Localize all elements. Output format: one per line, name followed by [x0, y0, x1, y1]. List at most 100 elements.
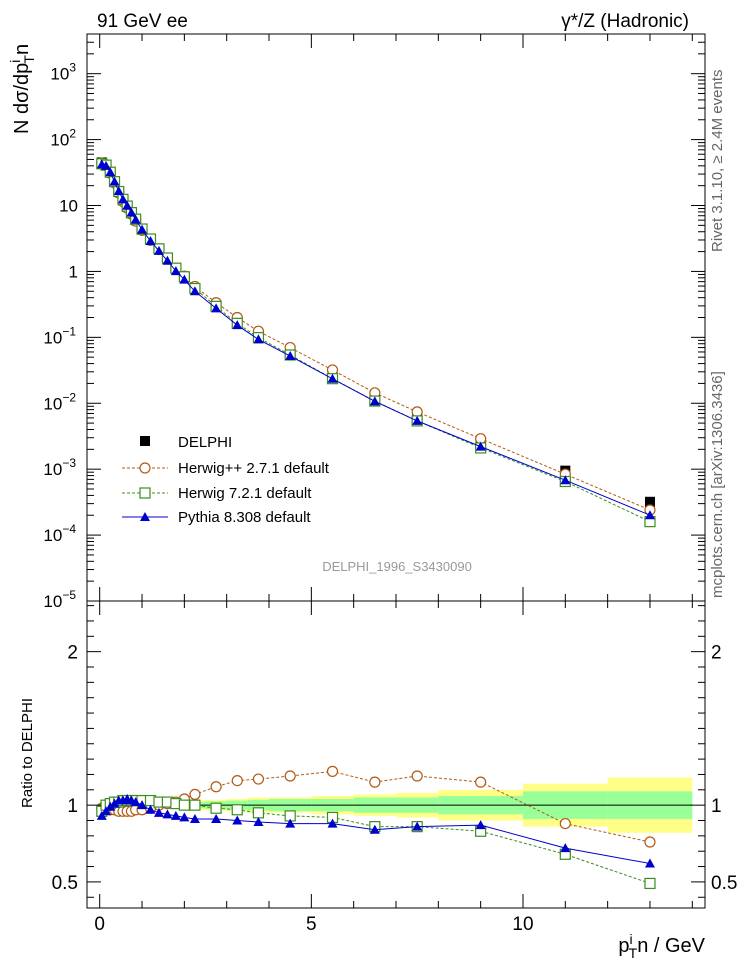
mcplots-label: mcplots.cern.ch [arXiv:1306.3436]	[709, 371, 726, 598]
ratio-panel: 0.5 0.5 1 1 2 2 0 5 10 Ratio to DELPHI pi Tn / G…	[19, 600, 737, 961]
ratio-point-herwigpp	[231, 774, 243, 787]
ratio-point-pythia	[130, 797, 141, 807]
main-y-tick-label: 103	[50, 61, 76, 84]
point-pythia	[153, 245, 164, 255]
point-pythia	[644, 510, 655, 520]
ratio-y-ticks: 0.5 0.5 1 1 2 2	[52, 605, 737, 898]
ratio-point-pythia	[369, 824, 380, 834]
point-pythia	[285, 351, 296, 361]
watermark: DELPHI_1996_S3430090	[322, 559, 472, 574]
point-pythia	[130, 214, 141, 224]
ratio-point-pythia	[109, 798, 120, 808]
main-y-tick-base: 10	[43, 526, 62, 545]
ratio-point-herwigpp	[284, 770, 296, 782]
point-pythia	[412, 415, 423, 425]
legend: DELPHI Herwig++ 2.7.1 default Herwig 7.2…	[122, 434, 330, 526]
x-axis-label-tail: n / GeV	[637, 935, 705, 957]
ratio-point-herwig7	[178, 799, 190, 811]
x-axis-label-sub: T	[629, 945, 638, 961]
ratio-point-pythia	[101, 806, 112, 816]
ratio-point-herwig7	[189, 799, 201, 811]
ratio-y-tick-label: 0.5	[52, 873, 78, 894]
point-pythia	[179, 274, 190, 284]
ratio-point-herwig7	[231, 804, 243, 816]
ratio-point-herwigpp	[411, 770, 423, 782]
point-pythia	[369, 396, 380, 406]
main-y-tick-label: 1	[69, 262, 78, 281]
ratio-point-pythia	[162, 809, 173, 819]
legend-marker-herwigpp	[139, 462, 151, 474]
point-pythia	[113, 186, 124, 196]
ratio-point-herwig7	[210, 802, 222, 814]
point-pythia	[475, 441, 486, 451]
main-y-tick-exp: 2	[69, 127, 76, 141]
ratio-point-pythia	[285, 818, 296, 828]
plot-title-right: γ*/Z (Hadronic)	[561, 11, 689, 32]
main-y-tick-label: 10−5	[43, 588, 76, 611]
point-pythia	[232, 320, 243, 330]
series-delphi	[96, 157, 655, 507]
x-axis-label-base: p	[618, 935, 629, 957]
main-series	[96, 157, 656, 528]
point-pythia	[145, 235, 156, 245]
main-y-tick-exp: −5	[62, 588, 76, 602]
main-y-tick-base: 10	[59, 197, 78, 216]
main-y-axis-label-sub: T	[21, 55, 37, 64]
ratio-point-pythia	[105, 801, 116, 811]
main-y-tick-label: 102	[50, 127, 76, 150]
ratio-frame	[86, 600, 706, 909]
ratio-y-tick-label: 2	[67, 643, 78, 664]
point-pythia	[105, 167, 116, 177]
ratio-y-tick-label-right: 0.5	[711, 873, 737, 894]
ratio-point-pythia	[145, 804, 156, 814]
point-pythia	[109, 176, 120, 186]
x-tick-label: 5	[306, 914, 317, 935]
legend-entry-pythia: Pythia 8.308 default	[122, 509, 311, 526]
point-pythia	[101, 160, 112, 170]
main-y-tick-label: 10−3	[43, 456, 76, 479]
ratio-point-pythia	[189, 813, 200, 823]
ratio-y-tick-label-right: 2	[711, 643, 722, 664]
ratio-point-herwigpp	[644, 836, 656, 848]
main-y-tick-base: 10	[43, 460, 62, 479]
main-y-axis-label-main: N dσ/dp	[11, 63, 33, 134]
point-pythia	[122, 200, 133, 210]
ratio-point-herwigpp	[189, 788, 201, 801]
point-pythia	[137, 224, 148, 234]
ratio-point-pythia	[412, 821, 423, 831]
legend-label-pythia: Pythia 8.308 default	[178, 509, 311, 526]
main-y-tick-label: 10−2	[43, 390, 76, 413]
point-pythia	[253, 334, 264, 344]
ratio-point-herwigpp	[559, 817, 571, 830]
point-pythia	[162, 255, 173, 265]
ratio-point-pythia	[253, 817, 264, 827]
ratio-point-pythia	[179, 812, 190, 822]
ratio-point-pythia	[232, 815, 243, 825]
ratio-point-herwigpp	[210, 781, 222, 793]
main-y-tick-exp: −4	[62, 522, 76, 536]
main-y-axis-label: N dσ/dpiTn	[7, 44, 37, 134]
ratio-point-herwig7	[252, 807, 265, 819]
legend-marker-herwig7	[139, 487, 151, 499]
ratio-point-pythia	[153, 807, 164, 817]
main-y-axis-label-sup: i	[7, 60, 23, 63]
main-y-tick-label: 10−1	[43, 324, 76, 347]
ratio-point-herwigpp	[252, 773, 265, 785]
ratio-point-pythia	[560, 843, 571, 853]
point-pythia	[211, 303, 222, 313]
ratio-y-tick-label: 1	[67, 796, 78, 817]
ratio-point-herwigpp	[475, 776, 487, 788]
legend-label-delphi: DELPHI	[178, 434, 232, 451]
main-y-tick-base: 10	[50, 65, 69, 84]
series-pythia	[96, 159, 655, 520]
legend-entry-delphi: DELPHI	[140, 434, 232, 451]
ratio-y-axis-label: Ratio to DELPHI	[19, 698, 36, 808]
legend-label-herwigpp: Herwig++ 2.7.1 default	[178, 460, 330, 477]
ratio-point-herwigpp	[369, 776, 381, 788]
legend-entry-herwig7: Herwig 7.2.1 default	[122, 485, 312, 502]
x-tick-label: 10	[512, 914, 533, 935]
main-y-tick-label: 10−4	[43, 522, 76, 545]
main-y-tick-label: 10	[59, 197, 78, 216]
ratio-point-herwig7	[644, 877, 656, 890]
